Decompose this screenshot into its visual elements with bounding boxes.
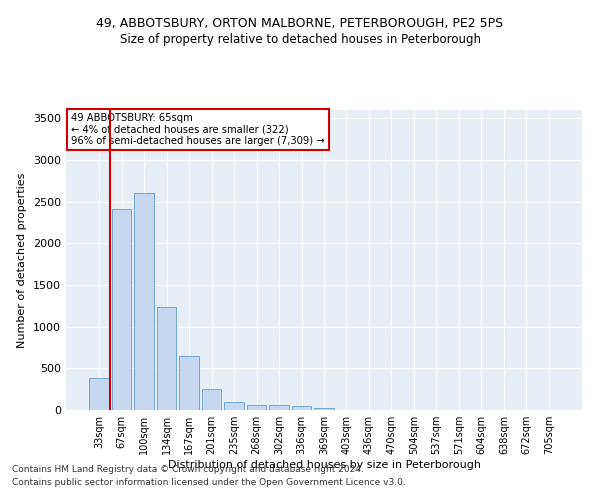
Bar: [134, 192, 154, 410]
Bar: [112, 209, 131, 410]
Bar: [269, 405, 289, 410]
Bar: [314, 408, 334, 410]
Text: 49 ABBOTSBURY: 65sqm
← 4% of detached houses are smaller (322)
96% of semi-detac: 49 ABBOTSBURY: 65sqm ← 4% of detached ho…: [71, 113, 325, 146]
Text: Size of property relative to detached houses in Peterborough: Size of property relative to detached ho…: [119, 32, 481, 46]
Text: Contains public sector information licensed under the Open Government Licence v3: Contains public sector information licen…: [12, 478, 406, 487]
Bar: [247, 404, 266, 410]
Bar: [224, 402, 244, 410]
X-axis label: Distribution of detached houses by size in Peterborough: Distribution of detached houses by size …: [167, 460, 481, 470]
Bar: [292, 406, 311, 410]
Bar: [157, 306, 176, 410]
Bar: [89, 378, 109, 410]
Text: Contains HM Land Registry data © Crown copyright and database right 2024.: Contains HM Land Registry data © Crown c…: [12, 466, 364, 474]
Bar: [179, 356, 199, 410]
Y-axis label: Number of detached properties: Number of detached properties: [17, 172, 28, 348]
Text: 49, ABBOTSBURY, ORTON MALBORNE, PETERBOROUGH, PE2 5PS: 49, ABBOTSBURY, ORTON MALBORNE, PETERBOR…: [97, 18, 503, 30]
Bar: [202, 389, 221, 410]
